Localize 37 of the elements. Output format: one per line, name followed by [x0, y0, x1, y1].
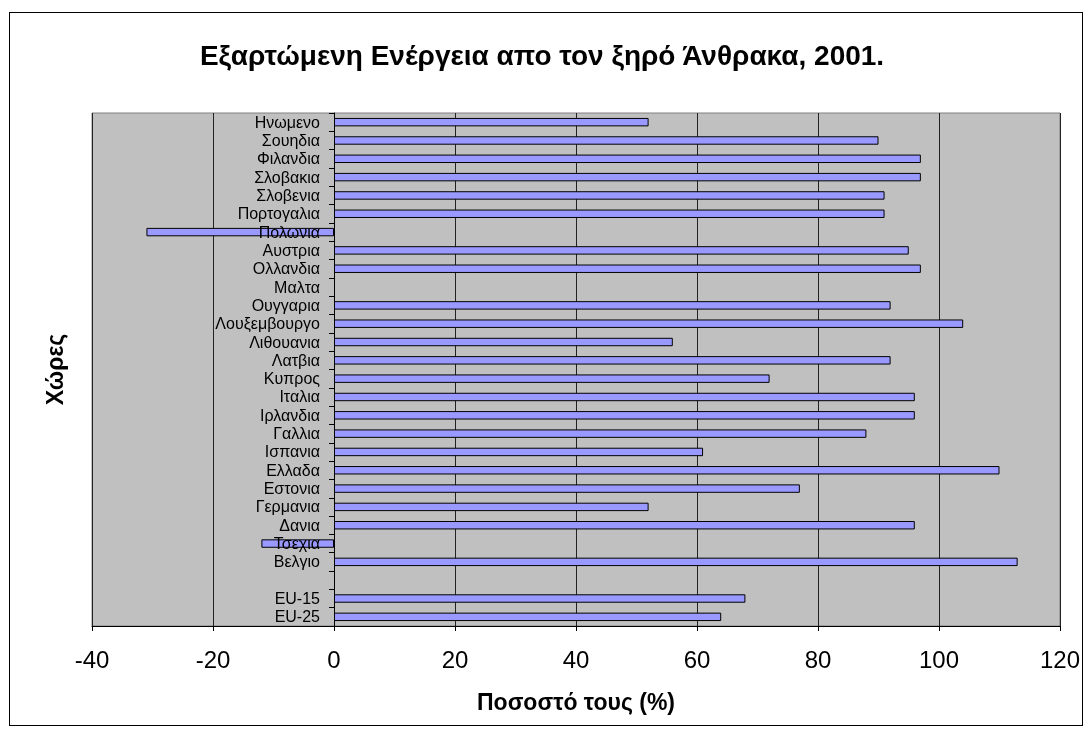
y-tick-label: Ολλανδια — [252, 260, 320, 278]
y-tick-label: Σλοβενια — [256, 186, 320, 204]
y-tick-label: Λιθουανια — [249, 333, 320, 351]
y-tick-label: Λατβια — [271, 351, 320, 369]
y-tick-label: EU-25 — [274, 608, 321, 626]
x-tick-label: 120 — [1039, 645, 1081, 673]
x-tick-label: 80 — [804, 645, 832, 673]
y-tick-label: Αυστρια — [262, 241, 320, 259]
x-tick-label: 0 — [327, 645, 341, 673]
y-tick-label: Δανια — [279, 516, 320, 534]
y-tick-label: Γαλλια — [273, 425, 320, 443]
y-tick-label: Μαλτα — [274, 278, 320, 296]
y-tick-label: Ελλαδα — [266, 461, 320, 479]
x-tick-label: 40 — [562, 645, 590, 673]
y-tick-label: Φιλανδια — [256, 150, 320, 168]
y-tick-label: Σουηδια — [261, 131, 320, 149]
y-tick-label: Ιταλια — [279, 388, 320, 406]
y-tick-label: Βελγιο — [273, 553, 321, 571]
y-tick-label: Λουξεμβουργο — [215, 315, 321, 334]
y-tick-label: Πορτογαλια — [237, 205, 320, 223]
x-axis-title: Ποσοστό τους (%) — [476, 688, 676, 715]
y-tick-label: Κυπρος — [263, 370, 321, 388]
y-tick-label: Ουγγαρια — [251, 296, 320, 314]
y-tick-label: Σλοβακια — [254, 168, 320, 186]
x-tick-label: 100 — [918, 645, 960, 673]
y-tick-label: EU-15 — [274, 590, 321, 608]
x-tick-label: -20 — [195, 645, 231, 673]
y-axis-title: Χώρες — [42, 333, 68, 406]
x-tick-label: 60 — [683, 645, 711, 673]
y-tick-label: Γερμανια — [255, 498, 320, 516]
y-tick-label: Ηνωμενο — [254, 113, 321, 131]
x-tick-label: 20 — [441, 645, 469, 673]
chart-title: Εξαρτώμενη Ενέργεια απο τον ξηρό Άνθρακα, 2001. — [199, 39, 885, 71]
y-tick-label: Ισπανια — [264, 443, 320, 461]
y-tick-label: Ιρλανδια — [260, 406, 320, 424]
y-tick-label: Εστονια — [263, 480, 320, 498]
x-tick-label: -40 — [74, 645, 110, 673]
